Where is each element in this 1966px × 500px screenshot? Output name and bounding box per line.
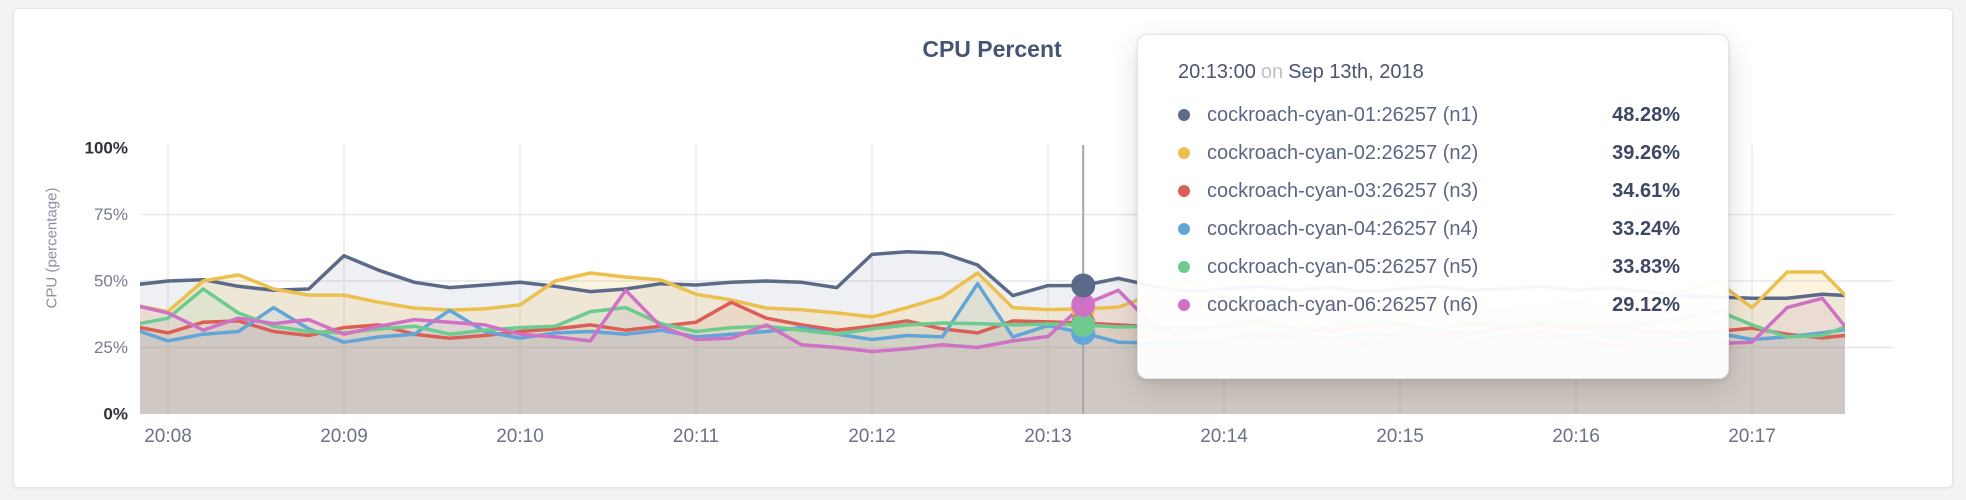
x-tick-label: 20:09 bbox=[320, 426, 368, 447]
series-color-dot-icon bbox=[1178, 223, 1190, 235]
hover-tooltip: 20:13:00 on Sep 13th, 2018 cockroach-cyan-… bbox=[1137, 34, 1729, 379]
series-color-dot-icon bbox=[1178, 147, 1190, 159]
series-color-dot-icon bbox=[1178, 109, 1190, 121]
tooltip-time: 20:13:00 bbox=[1178, 61, 1256, 83]
y-tick-label: 75% bbox=[94, 205, 128, 224]
series-area bbox=[140, 283, 1845, 414]
series-label: cockroach-cyan-01:26257 (n1) bbox=[1207, 103, 1479, 126]
tooltip-row: cockroach-cyan-06:26257 (n6) 29.12% bbox=[1178, 286, 1680, 324]
hover-point-dot bbox=[1071, 292, 1096, 317]
series-label: cockroach-cyan-03:26257 (n3) bbox=[1207, 179, 1479, 202]
x-tick-label: 20:10 bbox=[496, 426, 544, 447]
series-color-dot-icon bbox=[1178, 299, 1190, 311]
series-value: 39.26% bbox=[1612, 141, 1680, 164]
series-label: cockroach-cyan-05:26257 (n5) bbox=[1207, 255, 1479, 278]
x-tick-label: 20:13 bbox=[1024, 426, 1072, 447]
hover-point-dot bbox=[1071, 312, 1096, 337]
series-label: cockroach-cyan-04:26257 (n4) bbox=[1207, 217, 1479, 240]
x-tick-label: 20:08 bbox=[144, 426, 192, 447]
x-tick-label: 20:14 bbox=[1200, 426, 1248, 447]
series-value: 33.24% bbox=[1612, 217, 1680, 240]
x-tick-label: 20:12 bbox=[848, 426, 896, 447]
x-tick-label: 20:15 bbox=[1376, 426, 1424, 447]
y-tick-label: 50% bbox=[94, 271, 128, 290]
tooltip-row: cockroach-cyan-02:26257 (n2) 39.26% bbox=[1178, 134, 1680, 172]
y-tick-label: 100% bbox=[85, 138, 128, 157]
tooltip-date: Sep 13th, 2018 bbox=[1288, 61, 1424, 83]
series-label: cockroach-cyan-06:26257 (n6) bbox=[1207, 293, 1479, 316]
y-tick-label: 25% bbox=[94, 338, 128, 357]
x-tick-label: 20:17 bbox=[1728, 426, 1776, 447]
tooltip-rows: cockroach-cyan-01:26257 (n1) 48.28% cockro… bbox=[1178, 96, 1680, 324]
series-value: 29.12% bbox=[1612, 293, 1680, 316]
series-color-dot-icon bbox=[1178, 261, 1190, 273]
series-label: cockroach-cyan-02:26257 (n2) bbox=[1207, 141, 1479, 164]
x-tick-label: 20:16 bbox=[1552, 426, 1600, 447]
tooltip-on-word: on bbox=[1260, 61, 1284, 83]
series-value: 48.28% bbox=[1612, 103, 1680, 126]
tooltip-row: cockroach-cyan-01:26257 (n1) 48.28% bbox=[1178, 96, 1680, 134]
tooltip-row: cockroach-cyan-05:26257 (n5) 33.83% bbox=[1178, 248, 1680, 286]
series-value: 34.61% bbox=[1612, 179, 1680, 202]
y-tick-label: 0% bbox=[103, 404, 128, 423]
tooltip-header: 20:13:00 on Sep 13th, 2018 bbox=[1178, 61, 1680, 84]
series-color-dot-icon bbox=[1178, 185, 1190, 197]
series-area bbox=[140, 290, 1845, 414]
chart-title: CPU Percent bbox=[922, 36, 1062, 62]
tooltip-row: cockroach-cyan-04:26257 (n4) 33.24% bbox=[1178, 210, 1680, 248]
x-tick-label: 20:11 bbox=[673, 426, 719, 447]
series-area bbox=[140, 289, 1845, 414]
hover-point-dot bbox=[1071, 273, 1096, 298]
series-value: 33.83% bbox=[1612, 255, 1680, 278]
tooltip-row: cockroach-cyan-03:26257 (n3) 34.61% bbox=[1178, 172, 1680, 210]
